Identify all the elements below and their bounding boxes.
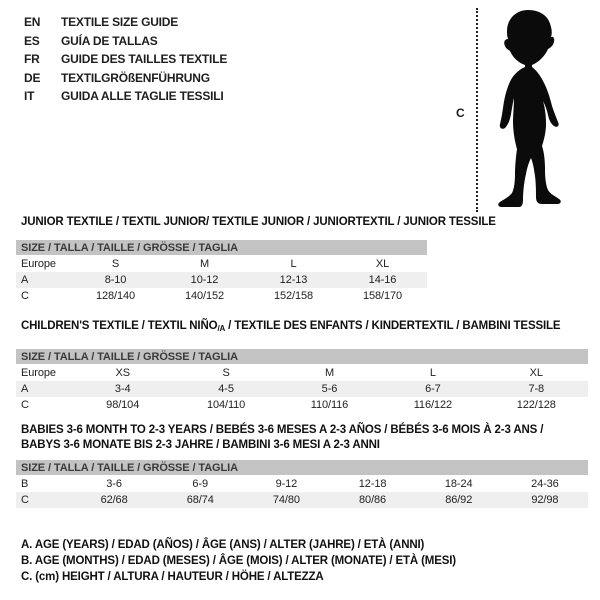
table-row: Europe S M L XL bbox=[16, 256, 427, 273]
language-row: FR GUIDE DES TAILLES TEXTILE bbox=[24, 50, 227, 69]
children-title-part1: CHILDREN'S TEXTILE / TEXTIL NIÑO bbox=[21, 320, 218, 332]
children-title-part2: / TEXTILE DES ENFANTS / KINDERTEXTIL / B… bbox=[225, 320, 561, 332]
legend-note-c: C. (cm) HEIGHT / ALTURA / HAUTEUR / HÖHE… bbox=[21, 571, 324, 583]
row-label: Europe bbox=[21, 367, 56, 379]
table-cell: 24-36 bbox=[531, 478, 559, 490]
baby-silhouette-icon bbox=[498, 10, 561, 207]
table-cell: 98/104 bbox=[106, 399, 140, 411]
children-size-table: SIZE / TALLA / TAILLE / GRÖSSE / TAGLIA … bbox=[16, 349, 588, 413]
table-cell: 68/74 bbox=[157, 492, 244, 508]
table-cell: 62/68 bbox=[71, 492, 158, 508]
table-cell: 86/92 bbox=[415, 492, 502, 508]
table-cell: L bbox=[290, 258, 297, 270]
table-cell: 8-10 bbox=[71, 272, 160, 288]
language-row: DE TEXTILGRÖßENFÜHRUNG bbox=[24, 69, 227, 88]
table-cell: XL bbox=[529, 367, 543, 379]
table-cell: 122/128 bbox=[516, 399, 556, 411]
table-cell: 110/116 bbox=[310, 399, 349, 411]
legend-note-a: A. AGE (YEARS) / EDAD (AÑOS) / ÂGE (ANS)… bbox=[21, 539, 425, 551]
table-cell: 14-16 bbox=[338, 272, 427, 288]
table-cell: 128/140 bbox=[95, 290, 136, 302]
table-cell: 12-18 bbox=[358, 478, 387, 490]
table-header-row: SIZE / TALLA / TAILLE / GRÖSSE / TAGLIA bbox=[16, 349, 588, 365]
row-label: B bbox=[21, 478, 29, 490]
children-section-title: CHILDREN'S TEXTILE / TEXTIL NIÑO/A / TEX… bbox=[21, 320, 561, 333]
height-measure-label: C bbox=[456, 106, 465, 120]
table-cell: 3-6 bbox=[106, 478, 122, 490]
table-row: Europe XS S M L XL bbox=[16, 365, 588, 382]
baby-figure: C bbox=[450, 6, 598, 218]
table-row: C 98/104 104/110 110/116 116/122 122/128 bbox=[16, 397, 588, 413]
table-header-row: SIZE / TALLA / TAILLE / GRÖSSE / TAGLIA bbox=[16, 240, 427, 256]
table-header-row: SIZE / TALLA / TAILLE / GRÖSSE / TAGLIA bbox=[16, 460, 588, 476]
junior-size-table: SIZE / TALLA / TAILLE / GRÖSSE / TAGLIA … bbox=[16, 240, 427, 304]
table-cell: XS bbox=[115, 367, 130, 379]
table-cell: XL bbox=[375, 258, 390, 270]
junior-section-title: JUNIOR TEXTILE / TEXTIL JUNIOR/ TEXTILE … bbox=[21, 216, 496, 228]
language-label: GUIDE DES TAILLES TEXTILE bbox=[61, 52, 228, 67]
language-label: GUÍA DE TALLAS bbox=[61, 33, 158, 48]
table-cell: 80/86 bbox=[329, 492, 416, 508]
babies-title-line1: BABIES 3-6 MONTH TO 2-3 YEARS / BEBÉS 3-… bbox=[21, 424, 544, 436]
table-cell: 18-24 bbox=[444, 478, 473, 490]
table-cell: 9-12 bbox=[275, 478, 298, 490]
table-cell: 152/158 bbox=[273, 290, 314, 302]
row-label: Europe bbox=[21, 258, 56, 270]
table-cell: 12-13 bbox=[249, 272, 338, 288]
language-code: IT bbox=[24, 89, 35, 104]
language-label: GUIDA ALLE TAGLIE TESSILI bbox=[61, 89, 224, 104]
row-label: C bbox=[21, 399, 29, 411]
table-cell: 6-7 bbox=[381, 381, 485, 397]
height-measure-line bbox=[476, 8, 478, 212]
table-cell: 158/170 bbox=[362, 290, 403, 302]
language-code: FR bbox=[24, 52, 40, 67]
table-row: A 8-10 10-12 12-13 14-16 bbox=[16, 272, 427, 288]
size-header: SIZE / TALLA / TAILLE / GRÖSSE / TAGLIA bbox=[16, 460, 588, 476]
language-label: TEXTILGRÖßENFÜHRUNG bbox=[61, 70, 210, 85]
row-label: A bbox=[16, 381, 71, 397]
table-row: C 128/140 140/152 152/158 158/170 bbox=[16, 288, 427, 304]
children-title-sub: /A bbox=[217, 324, 226, 333]
language-row: ES GUÍA DE TALLAS bbox=[24, 32, 227, 51]
size-header: SIZE / TALLA / TAILLE / GRÖSSE / TAGLIA bbox=[16, 349, 588, 365]
babies-size-table: SIZE / TALLA / TAILLE / GRÖSSE / TAGLIA … bbox=[16, 460, 588, 508]
babies-section-title: BABIES 3-6 MONTH TO 2-3 YEARS / BEBÉS 3-… bbox=[21, 423, 543, 453]
table-cell: 3-4 bbox=[71, 381, 175, 397]
language-code: DE bbox=[24, 70, 41, 85]
table-cell: S bbox=[222, 367, 230, 379]
table-cell: 140/152 bbox=[184, 290, 225, 302]
row-label: A bbox=[16, 272, 71, 288]
language-row: EN TEXTILE SIZE GUIDE bbox=[24, 13, 227, 32]
table-cell: M bbox=[199, 258, 210, 270]
language-label: TEXTILE SIZE GUIDE bbox=[61, 15, 179, 29]
babies-title-line2: BABYS 3-6 MONATE BIS 2-3 JAHRE / BAMBINI… bbox=[21, 439, 380, 451]
language-code: EN bbox=[24, 15, 41, 29]
table-cell: 104/110 bbox=[206, 399, 246, 411]
legend-notes: A. AGE (YEARS) / EDAD (AÑOS) / ÂGE (ANS)… bbox=[21, 537, 456, 585]
language-code: ES bbox=[24, 33, 40, 48]
table-cell: 10-12 bbox=[160, 272, 249, 288]
table-cell: S bbox=[111, 258, 120, 270]
table-cell: 5-6 bbox=[277, 381, 382, 397]
row-label: C bbox=[21, 290, 29, 302]
table-cell: 6-9 bbox=[192, 478, 209, 490]
table-cell: 7-8 bbox=[484, 381, 588, 397]
legend-note-b: B. AGE (MONTHS) / EDAD (MESES) / ÂGE (MO… bbox=[21, 555, 456, 567]
table-cell: L bbox=[429, 367, 436, 379]
table-cell: 92/98 bbox=[501, 492, 588, 508]
table-row: A 3-4 4-5 5-6 6-7 7-8 bbox=[16, 381, 588, 397]
table-cell: M bbox=[324, 367, 335, 379]
table-row: B 3-6 6-9 9-12 12-18 18-24 24-36 bbox=[16, 476, 588, 493]
language-row: IT GUIDA ALLE TAGLIE TESSILI bbox=[24, 87, 227, 106]
table-cell: 116/122 bbox=[413, 399, 452, 411]
row-label: C bbox=[16, 492, 71, 508]
size-header: SIZE / TALLA / TAILLE / GRÖSSE / TAGLIA bbox=[16, 240, 427, 256]
language-list: EN TEXTILE SIZE GUIDE ES GUÍA DE TALLAS … bbox=[24, 13, 227, 106]
table-cell: 4-5 bbox=[174, 381, 278, 397]
table-cell: 74/80 bbox=[243, 492, 330, 508]
table-row: C 62/68 68/74 74/80 80/86 86/92 92/98 bbox=[16, 492, 588, 508]
